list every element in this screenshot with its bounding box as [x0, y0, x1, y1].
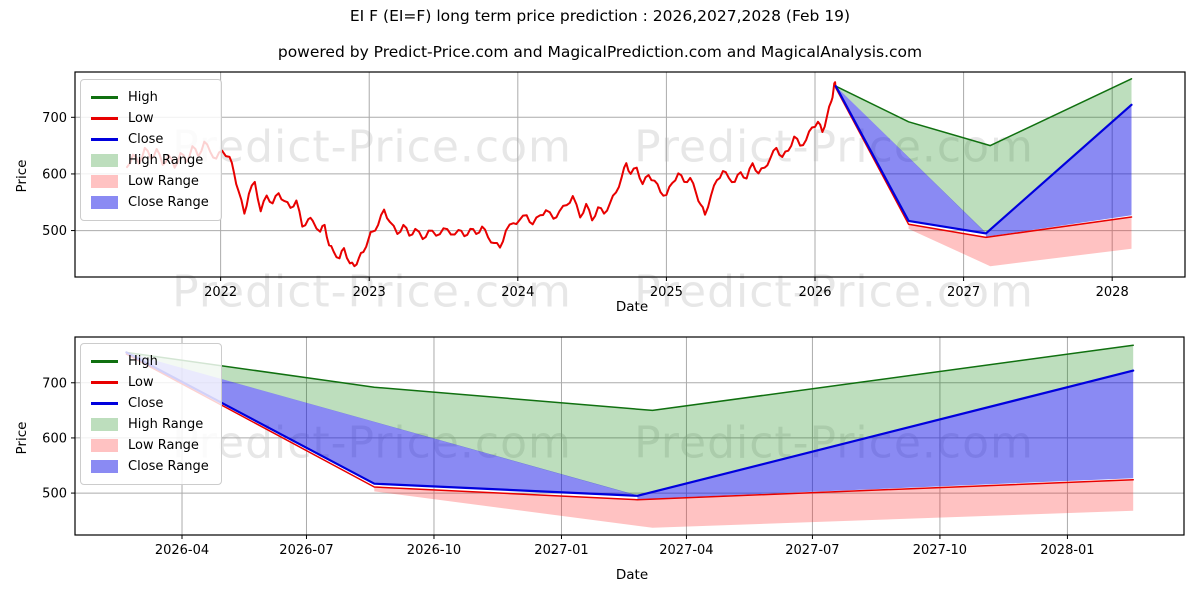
y-tick-label: 500	[42, 224, 67, 239]
bottom-legend: High Low Close High Range Low Range Close Ran…	[80, 343, 222, 485]
legend-item-label: High Range	[128, 153, 204, 168]
bottom-y-axis-label: Price	[14, 421, 30, 455]
legend-item-high-range: High Range	[91, 414, 209, 435]
legend-item-close-range: Close Range	[91, 192, 209, 213]
axis-ticks-and-labels: 2022 2023 2024 2025 2026 2027 2028 500 600 700	[42, 111, 1129, 300]
watermark-text: Predict-Price.com	[634, 121, 1034, 173]
legend-item-label: Low Range	[128, 438, 199, 453]
series-close-forecast	[834, 85, 1133, 235]
y-tick-label: 700	[42, 111, 67, 126]
y-tick-label: 700	[42, 376, 67, 391]
legend-item-label: High Range	[128, 417, 204, 432]
legend-line-swatch	[91, 402, 118, 405]
legend-item-label: Low Range	[128, 174, 199, 189]
series-low-forecast	[835, 87, 1133, 239]
legend-item-low-range: Low Range	[91, 435, 209, 456]
legend-item-label: Close	[128, 132, 164, 147]
legend-item-low: Low	[91, 372, 209, 393]
x-tick-label: 2026-10	[407, 543, 461, 558]
legend-patch-swatch	[91, 175, 118, 188]
x-tick-label: 2026-04	[155, 543, 209, 558]
x-tick-label: 2027-10	[913, 543, 967, 558]
series-close-forecast	[125, 351, 1135, 497]
y-tick-label: 600	[42, 167, 67, 182]
series-high-forecast	[125, 344, 1134, 412]
x-tick-label: 2026-07	[279, 543, 333, 558]
legend-item-close-range: Close Range	[91, 456, 209, 477]
legend-item-high: High	[91, 351, 209, 372]
legend-item-high: High	[91, 87, 209, 108]
legend-item-label: High	[128, 90, 158, 105]
legend-line-swatch	[91, 96, 118, 99]
legend-patch-swatch	[91, 460, 118, 473]
series-high-forecast	[835, 78, 1133, 147]
x-tick-label: 2023	[353, 285, 386, 300]
top-x-axis-label: Date	[615, 299, 649, 315]
band-close-range	[126, 352, 638, 496]
watermark-text: Predict-Price.com	[172, 418, 572, 469]
figure-subtitle: powered by Predict-Price.com and Magical…	[277, 43, 923, 61]
legend-line-swatch	[91, 117, 118, 120]
legend-item-label: Low	[128, 111, 154, 126]
legend-line-swatch	[91, 138, 118, 141]
legend-item-high-range: High Range	[91, 150, 209, 171]
band-low-range	[908, 217, 1132, 267]
x-tick-label: 2027-04	[659, 543, 713, 558]
legend-item-label: Close	[128, 396, 164, 411]
legend-patch-swatch	[91, 196, 118, 209]
x-tick-label: 2025	[650, 285, 683, 300]
x-tick-label: 2022	[204, 285, 237, 300]
watermark-text: Predict-Price.com	[172, 266, 572, 318]
x-tick-label: 2028-01	[1040, 543, 1094, 558]
legend-patch-swatch	[91, 439, 118, 452]
watermark-text: Predict-Price.com	[634, 266, 1034, 318]
figure-title: EI F (EI=F) long term price prediction :…	[349, 7, 851, 25]
x-tick-label: 2024	[501, 285, 534, 300]
y-tick-label: 500	[42, 487, 67, 502]
plot-frame	[74, 336, 1185, 536]
x-tick-label: 2026	[798, 285, 831, 300]
watermark-text: Predict-Price.com	[172, 121, 572, 173]
band-high-range	[835, 78, 1132, 234]
legend-patch-swatch	[91, 154, 118, 167]
bottom-x-axis-label: Date	[615, 567, 649, 583]
chart-prediction-detail-2026-2028: 2026-04 2026-07 2026-10 2027-01 2027-04 2027-…	[42, 336, 1185, 558]
band-close-range	[835, 86, 986, 233]
series-low-history	[126, 81, 837, 268]
y-tick-label: 600	[42, 431, 67, 446]
chart-long-term-history-and-prediction: 2022 2023 2024 2025 2026 2027 2028 500 600 700	[42, 71, 1186, 300]
legend-item-label: Low	[128, 375, 154, 390]
watermark-text: Predict-Price.com	[634, 418, 1034, 469]
axis-ticks-and-labels: 2026-04 2026-07 2026-10 2027-01 2027-04 2027-…	[42, 376, 1094, 558]
x-tick-label: 2028	[1096, 285, 1129, 300]
x-tick-label: 2027-01	[534, 543, 588, 558]
legend-item-close: Close	[91, 129, 209, 150]
band-low-range	[374, 479, 1134, 528]
series-low-forecast	[125, 353, 1134, 501]
legend-item-low: Low	[91, 108, 209, 129]
plot-frame	[74, 71, 1186, 278]
legend-patch-swatch	[91, 418, 118, 431]
legend-item-label: Close Range	[128, 195, 209, 210]
top-y-axis-label: Price	[14, 159, 30, 193]
x-tick-label: 2027	[947, 285, 980, 300]
legend-item-label: High	[128, 354, 158, 369]
legend-item-low-range: Low Range	[91, 171, 209, 192]
legend-line-swatch	[91, 381, 118, 384]
legend-item-label: Close Range	[128, 459, 209, 474]
top-legend: High Low Close High Range Low Range Close Ran…	[80, 79, 222, 221]
legend-line-swatch	[91, 360, 118, 363]
band-high-range	[126, 345, 1134, 496]
legend-item-close: Close	[91, 393, 209, 414]
grid	[75, 337, 1184, 535]
x-tick-label: 2027-07	[785, 543, 839, 558]
